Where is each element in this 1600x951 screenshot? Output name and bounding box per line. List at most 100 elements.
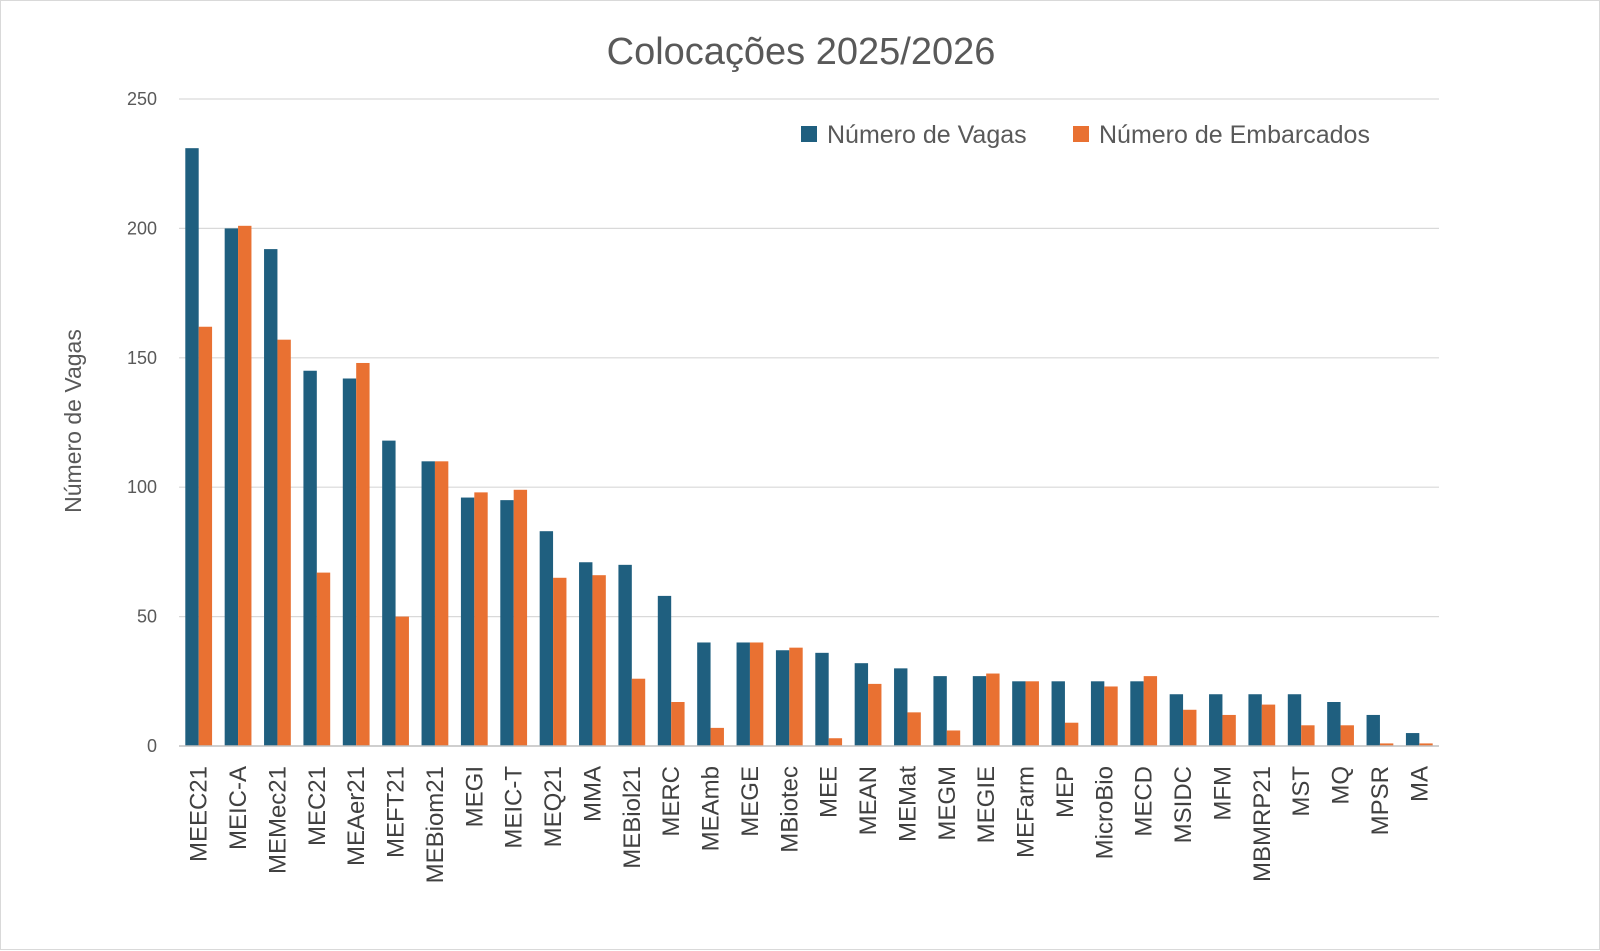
x-tick-label: MEGM xyxy=(934,766,961,841)
y-tick-label: 0 xyxy=(147,736,157,756)
bar-vagas xyxy=(933,676,947,746)
y-tick-label: 200 xyxy=(127,218,157,238)
x-tick-label: MEMat xyxy=(894,766,921,842)
legend-label-embarcados: Número de Embarcados xyxy=(1099,121,1370,149)
bar-vagas xyxy=(657,595,672,746)
bar-embarcados xyxy=(1379,743,1394,746)
bar-vagas xyxy=(815,652,829,746)
bar-vagas xyxy=(303,370,317,746)
bar-vagas xyxy=(618,564,632,746)
x-tick-label: MEFarm xyxy=(1013,766,1040,858)
legend-swatch-embarcados xyxy=(1073,126,1089,142)
bar-vagas xyxy=(224,228,239,746)
x-tick-label: MST xyxy=(1288,766,1315,817)
bar-vagas xyxy=(579,562,593,746)
x-tick-label: MEIC-A xyxy=(225,766,252,850)
bar-vagas xyxy=(342,378,357,746)
bar-vagas xyxy=(1051,681,1065,746)
bar-embarcados xyxy=(553,577,567,746)
bar-embarcados xyxy=(1104,686,1118,746)
bar-embarcados xyxy=(474,492,488,746)
bar-embarcados xyxy=(710,727,724,746)
bar-vagas xyxy=(1090,681,1105,746)
bar-vagas xyxy=(775,650,790,746)
bar-embarcados xyxy=(434,461,449,746)
x-tick-label: MEAmb xyxy=(698,766,725,851)
x-tick-label: MicroBio xyxy=(1091,766,1118,859)
bar-vagas xyxy=(1209,694,1223,746)
x-tick-label: MEGI xyxy=(461,766,488,827)
x-tick-label: MEIC-T xyxy=(501,766,528,849)
bar-vagas xyxy=(1169,694,1184,746)
x-tick-label: MEAer21 xyxy=(343,766,370,866)
bar-embarcados xyxy=(1183,709,1197,746)
x-tick-label: MECD xyxy=(1131,766,1158,837)
bar-embarcados xyxy=(356,362,370,746)
bar-embarcados xyxy=(592,575,606,746)
axes: 0 50 100 150 200 250 MEEC21 MEIC-A MEMec21 MEC21 M… xyxy=(127,89,1439,883)
bar-embarcados xyxy=(749,642,764,746)
x-tick-label: MFM xyxy=(1209,766,1236,821)
bar-vagas xyxy=(1287,694,1302,746)
bar-vagas xyxy=(421,461,435,746)
bar-vagas xyxy=(1405,733,1420,746)
bar-vagas xyxy=(1130,681,1144,746)
bar-embarcados xyxy=(1025,681,1039,746)
bar-embarcados xyxy=(238,225,252,746)
x-tick-label: MEBiol21 xyxy=(619,766,646,869)
bar-vagas xyxy=(697,642,711,746)
bar-vagas xyxy=(1012,681,1026,746)
y-tick-label: 50 xyxy=(137,607,157,627)
bar-vagas xyxy=(1327,702,1341,746)
y-tick-label: 100 xyxy=(127,477,157,497)
x-tick-label: MBMRP21 xyxy=(1249,766,1276,882)
bar-embarcados xyxy=(789,647,803,746)
legend-label-vagas: Número de Vagas xyxy=(827,121,1027,149)
bars xyxy=(185,148,1433,746)
legend-swatch-vagas xyxy=(801,126,817,142)
x-tick-label: MEC21 xyxy=(304,766,331,846)
x-tick-label: MERC xyxy=(658,766,685,837)
y-axis-title: Número de Vagas xyxy=(60,329,86,513)
bar-embarcados xyxy=(1143,676,1158,746)
bar-embarcados xyxy=(1340,725,1354,746)
x-tick-label: MEQ21 xyxy=(540,766,567,847)
bar-embarcados xyxy=(1064,722,1079,746)
bar-embarcados xyxy=(828,738,843,746)
x-tick-label: MSIDC xyxy=(1170,766,1197,843)
bar-embarcados xyxy=(277,339,291,746)
bar-embarcados xyxy=(1261,704,1276,746)
bar-embarcados xyxy=(513,489,528,746)
bar-vagas xyxy=(264,249,278,746)
bar-embarcados xyxy=(946,730,961,746)
x-tick-label: MEFT21 xyxy=(383,766,410,858)
x-tick-label: MEAN xyxy=(855,766,882,835)
x-tick-label: MMA xyxy=(579,766,606,822)
bar-embarcados xyxy=(395,616,409,746)
bar-vagas xyxy=(1248,694,1262,746)
x-tick-label: MEE xyxy=(816,766,843,818)
chart-title: Colocações 2025/2026 xyxy=(607,31,996,73)
bar-embarcados xyxy=(671,702,685,746)
bar-vagas xyxy=(972,676,987,746)
x-tick-label: MEGE xyxy=(737,766,764,837)
bar-embarcados xyxy=(868,683,882,746)
x-tick-label: MEGIE xyxy=(973,766,1000,843)
bar-vagas xyxy=(382,440,396,746)
x-tick-label: MEBiom21 xyxy=(422,766,449,883)
bar-embarcados xyxy=(986,673,1000,746)
bar-embarcados xyxy=(1222,714,1236,746)
bar-vagas xyxy=(460,497,475,746)
x-tick-label: MQ xyxy=(1328,766,1355,805)
bar-embarcados xyxy=(198,326,213,746)
bar-vagas xyxy=(500,500,514,746)
y-tick-label: 250 xyxy=(127,89,157,109)
bar-embarcados xyxy=(316,572,331,746)
bar-vagas xyxy=(854,663,869,746)
x-tick-label: MBiotec xyxy=(776,766,803,853)
bar-embarcados xyxy=(631,678,646,746)
x-tick-label: MPSR xyxy=(1367,766,1394,835)
bar-vagas xyxy=(894,668,908,746)
